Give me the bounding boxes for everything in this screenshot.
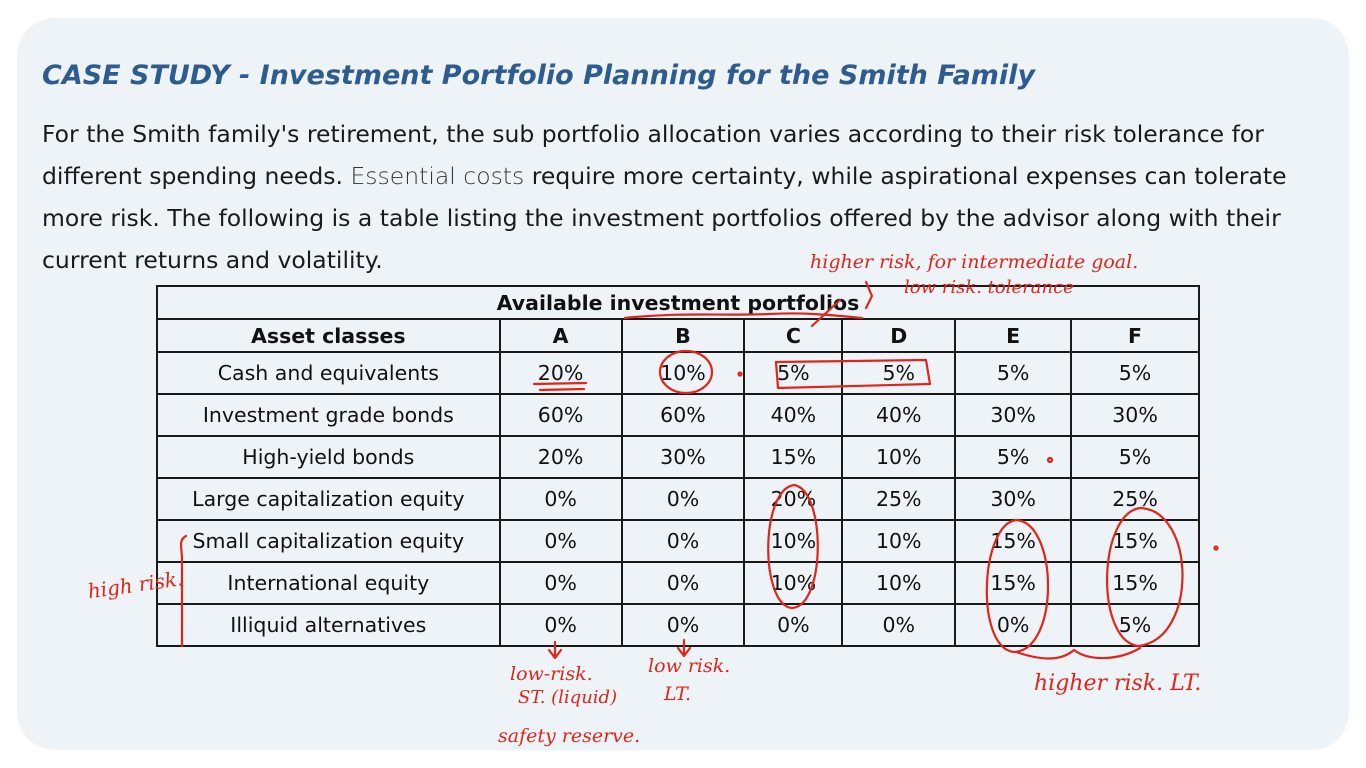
- allocation-cell: 5%: [1070, 351, 1200, 395]
- allocation-cell: 5%: [743, 351, 844, 395]
- allocation-cell: 0%: [841, 603, 957, 647]
- asset-class-cell: High-yield bonds: [156, 435, 501, 479]
- allocation-cell: 0%: [743, 603, 844, 647]
- case-study-title: CASE STUDY - Investment Portfolio Planni…: [42, 60, 1036, 91]
- allocation-cell: 20%: [498, 351, 623, 395]
- allocation-cell: 20%: [743, 477, 844, 521]
- allocation-cell: 0%: [954, 603, 1073, 647]
- allocation-cell: 60%: [498, 393, 623, 437]
- allocation-cell: 20%: [498, 435, 623, 479]
- header-portfolio-c: C: [743, 318, 844, 353]
- table-caption: Available investment portfolios: [156, 285, 1200, 320]
- allocation-cell: 25%: [841, 477, 957, 521]
- table-row: Small capitalization equity 0% 0% 10% 10…: [156, 519, 1200, 563]
- allocation-cell: 40%: [841, 393, 957, 437]
- allocation-cell: 10%: [841, 519, 957, 563]
- intro-paragraph: For the Smith family's retirement, the s…: [42, 113, 1332, 281]
- asset-class-cell: Investment grade bonds: [156, 393, 501, 437]
- allocation-cell: 30%: [954, 477, 1073, 521]
- allocation-cell: 10%: [620, 351, 746, 395]
- header-portfolio-a: A: [498, 318, 623, 353]
- allocation-cell: 5%: [841, 351, 957, 395]
- allocation-cell: 15%: [1070, 519, 1200, 563]
- allocation-cell: 15%: [954, 519, 1073, 563]
- header-asset-classes: Asset classes: [156, 318, 501, 353]
- allocation-cell: 0%: [498, 519, 623, 563]
- allocation-cell: 10%: [841, 561, 957, 605]
- allocation-cell: 60%: [620, 393, 746, 437]
- asset-class-cell: Small capitalization equity: [156, 519, 501, 563]
- header-portfolio-b: B: [620, 318, 746, 353]
- allocation-cell: 30%: [1070, 393, 1200, 437]
- allocation-cell: 0%: [498, 477, 623, 521]
- allocation-cell: 5%: [954, 435, 1073, 479]
- allocation-cell: 0%: [620, 477, 746, 521]
- allocation-cell: 0%: [620, 561, 746, 605]
- table-row: Cash and equivalents 20% 10% 5% 5% 5% 5%: [156, 351, 1200, 395]
- allocation-cell: 40%: [743, 393, 844, 437]
- allocation-cell: 15%: [954, 561, 1073, 605]
- header-portfolio-d: D: [841, 318, 957, 353]
- asset-class-cell: Large capitalization equity: [156, 477, 501, 521]
- allocation-cell: 0%: [498, 561, 623, 605]
- asset-class-cell: International equity: [156, 561, 501, 605]
- allocation-cell: 10%: [743, 561, 844, 605]
- intro-text-part2: require more certainty, while aspiration…: [42, 162, 1287, 274]
- allocation-cell: 10%: [841, 435, 957, 479]
- table-row: High-yield bonds 20% 30% 15% 10% 5% 5%: [156, 435, 1200, 479]
- allocation-cell: 30%: [954, 393, 1073, 437]
- allocation-cell: 10%: [743, 519, 844, 563]
- allocation-cell: 15%: [1070, 561, 1200, 605]
- table-row: Illiquid alternatives 0% 0% 0% 0% 0% 5%: [156, 603, 1200, 647]
- allocation-cell: 0%: [620, 519, 746, 563]
- table-row: Large capitalization equity 0% 0% 20% 25…: [156, 477, 1200, 521]
- allocation-cell: 0%: [620, 603, 746, 647]
- essential-costs-phrase: Essential costs: [350, 162, 525, 190]
- allocation-cell: 25%: [1070, 477, 1200, 521]
- allocation-cell: 5%: [954, 351, 1073, 395]
- table-row: Investment grade bonds 60% 60% 40% 40% 3…: [156, 393, 1200, 437]
- allocation-cell: 5%: [1070, 603, 1200, 647]
- allocation-cell: 5%: [1070, 435, 1200, 479]
- table-row: International equity 0% 0% 10% 10% 15% 1…: [156, 561, 1200, 605]
- asset-class-cell: Cash and equivalents: [156, 351, 501, 395]
- header-portfolio-e: E: [954, 318, 1073, 353]
- allocation-cell: 30%: [620, 435, 746, 479]
- portfolio-table: Available investment portfolios Asset cl…: [156, 285, 1200, 647]
- header-portfolio-f: F: [1070, 318, 1200, 353]
- allocation-cell: 15%: [743, 435, 844, 479]
- asset-class-cell: Illiquid alternatives: [156, 603, 501, 647]
- intro-text-part1: For the Smith family's retirement, the s…: [42, 120, 1264, 190]
- allocation-cell: 0%: [498, 603, 623, 647]
